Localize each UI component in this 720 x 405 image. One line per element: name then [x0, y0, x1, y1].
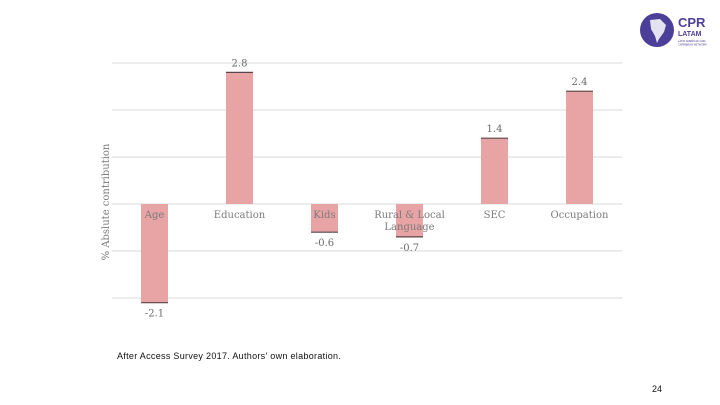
category-tick-label: Kids [313, 210, 335, 221]
value-labels: -2.1 2.8 -0.6 -0.7 1.4 2.4 [145, 58, 588, 319]
logo-map-icon [650, 19, 666, 43]
value-label: 2.4 [572, 77, 588, 88]
category-tick-label: Rural & Local Language [374, 210, 445, 233]
bar [141, 204, 168, 303]
absolute-contribution-bar-chart: -2.1 2.8 -0.6 -0.7 1.4 2.4 Age Education Kids Ru… [101, 58, 622, 320]
logo-tagline-2: CARIBBEAN NETWORK [678, 43, 707, 47]
value-label: -2.1 [145, 309, 164, 320]
source-note: After Access Survey 2017. Authors' own e… [117, 351, 342, 361]
logo-tagline-1: LATIN AMERICAN AND [678, 39, 706, 43]
bar [481, 138, 508, 204]
value-label: -0.6 [315, 238, 334, 249]
cpr-latam-logo: CPR LATAM LATIN AMERICAN AND CARIBBEAN N… [640, 13, 707, 47]
value-label: 1.4 [487, 124, 503, 135]
category-tick-label: Occupation [551, 210, 609, 221]
logo-sub: LATAM [678, 31, 702, 38]
category-tick-label: SEC [484, 210, 506, 221]
category-tick-label: Education [214, 210, 266, 221]
y-axis-label: % Abslute contribution [101, 143, 112, 260]
bar [396, 204, 423, 237]
bar [311, 204, 338, 233]
value-label: -0.7 [400, 243, 419, 254]
logo-name: CPR [678, 15, 706, 30]
bars [141, 71, 593, 304]
bar [566, 91, 593, 204]
value-label: 2.8 [232, 58, 248, 69]
bar [226, 72, 253, 205]
category-tick-label: Age [144, 210, 165, 221]
page-number: 24 [652, 384, 663, 394]
gridlines [112, 62, 622, 299]
category-tick-labels: Age Education Kids Rural & Local Language SEC… [144, 210, 609, 233]
